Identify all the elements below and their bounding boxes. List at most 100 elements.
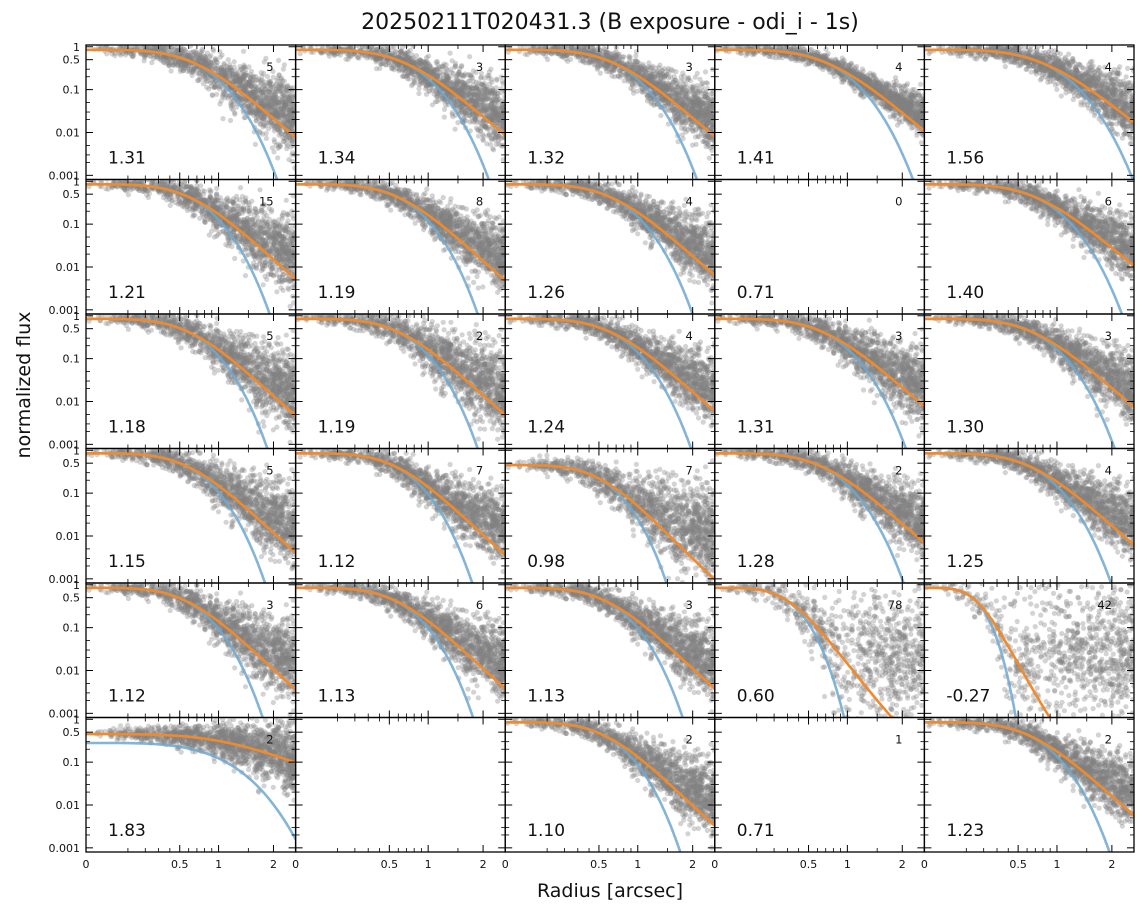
data-point xyxy=(177,66,184,72)
data-point xyxy=(467,90,473,96)
data-point xyxy=(197,53,203,59)
data-point xyxy=(498,142,504,148)
data-point xyxy=(417,78,423,84)
data-point xyxy=(289,137,295,143)
data-point xyxy=(138,51,144,57)
data-point xyxy=(249,90,256,96)
data-point xyxy=(272,106,278,112)
data-point xyxy=(277,89,283,95)
data-point xyxy=(277,127,283,133)
data-point xyxy=(261,117,267,123)
data-point xyxy=(443,66,449,72)
data-point xyxy=(484,141,490,147)
data-point xyxy=(227,66,233,73)
data-point xyxy=(378,61,384,67)
data-point xyxy=(274,113,280,119)
data-point xyxy=(399,63,405,69)
data-point xyxy=(290,109,296,116)
data-point xyxy=(252,88,258,94)
data-point xyxy=(274,88,280,94)
data-point xyxy=(706,155,712,161)
data-point xyxy=(275,102,281,108)
data-point xyxy=(437,66,443,72)
data-point xyxy=(471,92,477,98)
data-point xyxy=(485,103,491,109)
data-point xyxy=(375,56,381,63)
data-point xyxy=(278,76,284,82)
data-point xyxy=(321,40,326,45)
data-point xyxy=(203,61,209,67)
data-point xyxy=(221,71,227,78)
data-point xyxy=(242,86,248,92)
data-point xyxy=(271,99,277,105)
data-point xyxy=(412,57,418,63)
data-point xyxy=(112,53,118,59)
data-point xyxy=(235,77,241,83)
data-point xyxy=(160,47,167,53)
data-point xyxy=(120,51,126,57)
data-point xyxy=(237,82,243,89)
data-point xyxy=(274,126,280,132)
data-point xyxy=(493,108,499,114)
data-point xyxy=(190,56,196,62)
data-point xyxy=(458,100,464,106)
data-point xyxy=(662,73,669,79)
data-point xyxy=(617,74,623,80)
panel-fwhm-label: 1.31 xyxy=(108,149,146,169)
data-point xyxy=(269,102,275,108)
data-point xyxy=(223,67,229,73)
data-point xyxy=(498,114,505,120)
data-point xyxy=(253,85,260,91)
data-point xyxy=(240,76,246,82)
data-point xyxy=(257,97,263,103)
data-point xyxy=(197,76,203,82)
data-point xyxy=(577,58,584,64)
data-point xyxy=(147,45,153,51)
data-point xyxy=(202,53,208,59)
data-point xyxy=(190,52,196,58)
data-point xyxy=(286,112,292,118)
data-point xyxy=(222,91,228,97)
data-point xyxy=(494,97,500,103)
data-point xyxy=(271,128,278,134)
data-point xyxy=(449,58,455,64)
data-point xyxy=(417,77,423,83)
data-point xyxy=(238,97,244,103)
data-point xyxy=(260,89,266,95)
data-point xyxy=(186,53,192,59)
data-point xyxy=(247,82,253,88)
data-point xyxy=(638,70,644,76)
data-point xyxy=(603,52,609,58)
data-point xyxy=(469,98,475,104)
data-point xyxy=(625,75,632,81)
data-point xyxy=(197,52,204,58)
data-point xyxy=(184,52,190,59)
data-point xyxy=(265,97,272,104)
data-point xyxy=(275,113,281,119)
data-point xyxy=(247,110,253,117)
data-point xyxy=(272,123,278,129)
data-point xyxy=(277,129,283,135)
data-point xyxy=(703,144,709,150)
data-point xyxy=(683,120,689,126)
data-point xyxy=(481,123,487,129)
data-point xyxy=(277,85,283,91)
data-point xyxy=(500,123,506,129)
data-point xyxy=(145,45,151,51)
data-point xyxy=(164,54,170,61)
data-point xyxy=(290,106,296,112)
data-point xyxy=(284,137,290,143)
data-point xyxy=(284,94,290,100)
data-point xyxy=(265,100,271,106)
data-point xyxy=(690,125,696,131)
data-point xyxy=(146,45,153,48)
data-point xyxy=(275,110,281,116)
data-point xyxy=(184,62,190,68)
data-point xyxy=(281,120,287,126)
data-point xyxy=(238,82,245,88)
data-point xyxy=(283,141,290,147)
data-point xyxy=(212,84,219,90)
data-point xyxy=(196,57,202,63)
data-point xyxy=(233,79,239,85)
data-point xyxy=(472,87,478,93)
